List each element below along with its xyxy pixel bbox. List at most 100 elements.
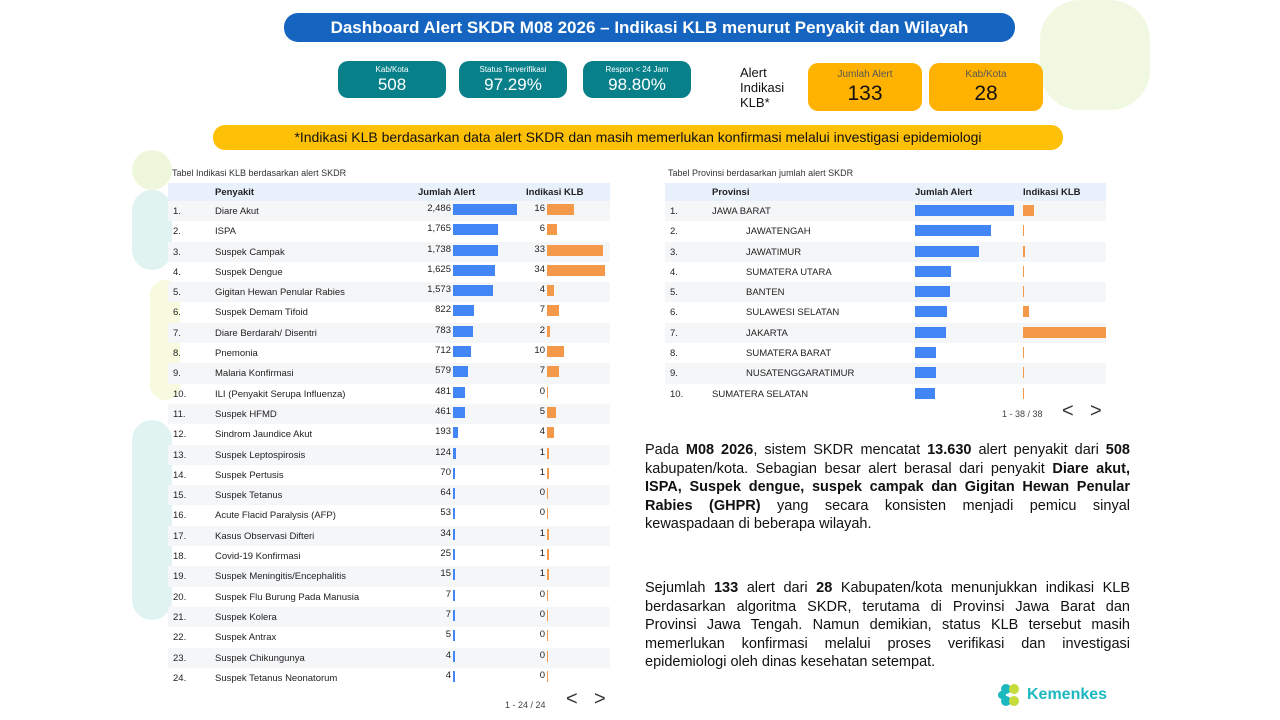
klb-card-label: Jumlah Alert [837, 69, 893, 80]
next-page-button[interactable]: > [594, 688, 606, 710]
table-row[interactable]: 1. JAWA BARAT [665, 201, 1106, 222]
table-row[interactable]: 1. Diare Akut 2,486 16 [168, 201, 610, 222]
row-number: 21. [173, 611, 187, 623]
table-row[interactable]: 7. Diare Berdarah/ Disentri 783 2 [168, 322, 610, 344]
table-row[interactable]: 11. Suspek HFMD 461 5 [168, 403, 610, 425]
kpi-label: Respon < 24 Jam [605, 65, 669, 74]
table-row[interactable]: 20. Suspek Flu Burung Pada Manusia 7 0 [168, 587, 610, 607]
klb-bar [547, 366, 559, 378]
alert-bar [453, 325, 474, 337]
row-number: 7. [173, 327, 181, 339]
table-row[interactable]: 15. Suspek Tetanus 64 0 [168, 485, 610, 506]
table-row[interactable]: 22. Suspek Antrax 5 0 [168, 627, 610, 647]
table-row[interactable]: 5. BANTEN [665, 282, 1106, 303]
kpi-card: Status Terverifikasi 97.29% [459, 61, 567, 98]
table-row[interactable]: 18. Covid-19 Konfirmasi 25 1 [168, 546, 610, 566]
table-row[interactable]: 16. Acute Flacid Paralysis (AFP) 53 0 [168, 505, 610, 525]
disease-name: Suspek Campak [215, 246, 285, 258]
klb-bar [547, 224, 558, 236]
row-number: 24. [173, 672, 187, 684]
klb-bar [1023, 286, 1024, 298]
next-page-button[interactable]: > [1090, 400, 1102, 422]
table-row[interactable]: 6. Suspek Demam Tifoid 822 7 [168, 302, 610, 322]
klb-count: 0 [539, 669, 545, 681]
alert-count: 5 [445, 629, 451, 641]
col-jumlah-alert[interactable]: Jumlah Alert [418, 187, 476, 198]
alert-count: 1,573 [427, 284, 451, 296]
alert-bar [453, 630, 455, 642]
col-provinsi[interactable]: Provinsi [712, 187, 750, 198]
klb-card-value: 28 [974, 82, 998, 105]
prev-page-button[interactable]: < [1062, 400, 1074, 422]
prev-page-button[interactable]: < [566, 688, 578, 710]
highlight-text: M08 2026 [685, 442, 754, 458]
table-row[interactable]: 9. Malaria Konfirmasi 579 7 [168, 363, 610, 384]
disease-name: Suspek Pertusis [215, 469, 284, 481]
province-name: JAWATENGAH [746, 226, 811, 238]
table-row[interactable]: 6. SULAWESI SELATAN [665, 302, 1106, 322]
table-row[interactable]: 5. Gigitan Hewan Penular Rabies 1,573 4 [168, 282, 610, 303]
klb-count: 33 [534, 243, 545, 255]
klb-bar [547, 386, 548, 398]
table-row[interactable]: 4. Suspek Dengue 1,625 34 [168, 262, 610, 282]
alert-bar [453, 244, 498, 256]
alert-bar [453, 549, 455, 561]
alert-count: 822 [435, 304, 451, 316]
alert-count: 1,738 [427, 243, 451, 255]
table-row[interactable]: 14. Suspek Pertusis 70 1 [168, 465, 610, 485]
alert-count: 64 [440, 487, 451, 499]
alert-count: 34 [440, 527, 451, 539]
klb-count: 2 [539, 324, 545, 336]
row-number: 3. [173, 246, 181, 258]
table-row[interactable]: 7. JAKARTA [665, 322, 1106, 344]
alert-count: 579 [435, 365, 451, 377]
alert-bar [915, 347, 936, 359]
table-row[interactable]: 17. Kasus Observasi Difteri 34 1 [168, 525, 610, 547]
row-number: 12. [173, 429, 187, 441]
kpi-value: 508 [377, 75, 407, 94]
table-row[interactable]: 24. Suspek Tetanus Neonatorum 4 0 [168, 668, 610, 688]
klb-bar [547, 589, 548, 601]
row-number: 5. [173, 287, 181, 299]
col-penyakit[interactable]: Penyakit [215, 187, 255, 198]
alert-bar [915, 286, 950, 298]
klb-bar [547, 285, 554, 297]
disease-name: Diare Akut [215, 206, 259, 217]
table-row[interactable]: 21. Suspek Kolera 7 0 [168, 606, 610, 628]
col-indikasi-klb[interactable]: Indikasi KLB [526, 187, 584, 198]
klb-bar [1023, 347, 1024, 359]
klb-bar [547, 447, 549, 459]
table-row[interactable]: 3. JAWATIMUR [665, 241, 1106, 262]
klb-bar [547, 670, 548, 682]
col-jumlah-alert[interactable]: Jumlah Alert [915, 187, 973, 198]
table-row[interactable]: 12. Sindrom Jaundice Akut 193 4 [168, 424, 610, 444]
row-number: 5. [670, 287, 678, 299]
table-row[interactable]: 23. Suspek Chikungunya 4 0 [168, 647, 610, 668]
table-row[interactable]: 2. ISPA 1,765 6 [168, 221, 610, 241]
row-number: 13. [173, 449, 187, 461]
table-row[interactable]: 4. SUMATERA UTARA [665, 262, 1106, 282]
table-row[interactable]: 2. JAWATENGAH [665, 221, 1106, 241]
kpi-label: Kab/Kota [375, 65, 409, 74]
summary-paragraph-1: Pada M08 2026, sistem SKDR mencatat 13.6… [645, 441, 1130, 534]
table-row[interactable]: 3. Suspek Campak 1,738 33 [168, 241, 610, 262]
klb-bar [547, 569, 549, 581]
kpi-card: Respon < 24 Jam 98.80% [583, 61, 691, 98]
table-row[interactable]: 8. Pnemonia 712 10 [168, 343, 610, 363]
kpi-value: 98.80% [608, 75, 666, 94]
col-indikasi-klb[interactable]: Indikasi KLB [1023, 187, 1081, 198]
text-segment: alert penyakit dari [971, 442, 1106, 458]
alert-count: 15 [440, 568, 451, 580]
table-row[interactable]: 10. SUMATERA SELATAN [665, 384, 1106, 404]
alert-bar [915, 225, 992, 237]
disease-pager: 1 - 24 / 24 [505, 700, 546, 710]
klb-bar [1023, 387, 1024, 399]
table-row[interactable]: 13. Suspek Leptospirosis 124 1 [168, 444, 610, 465]
table-row[interactable]: 10. ILI (Penyakit Serupa Influenza) 481 … [168, 384, 610, 404]
klb-bar [547, 488, 548, 500]
table-row[interactable]: 9. NUSATENGGARATIMUR [665, 363, 1106, 384]
table-row[interactable]: 8. SUMATERA BARAT [665, 343, 1106, 363]
alert-count: 25 [440, 548, 451, 560]
disease-name: Suspek Dengue [215, 266, 283, 278]
table-row[interactable]: 19. Suspek Meningitis/Encephalitis 15 1 [168, 566, 610, 587]
